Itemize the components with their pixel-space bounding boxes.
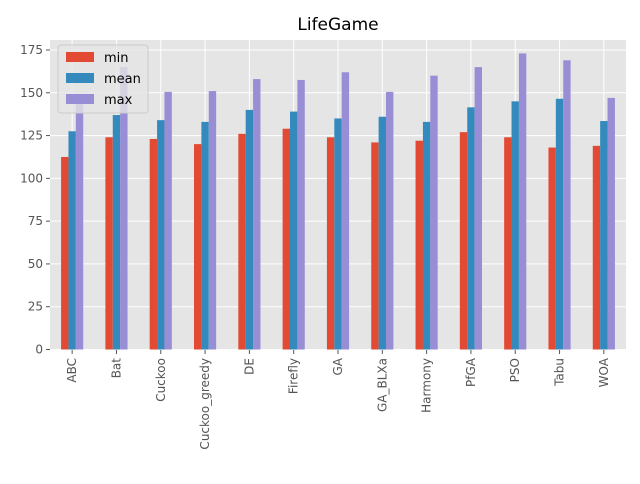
y-tick-label: 75	[28, 214, 43, 228]
legend-label-max: max	[104, 93, 133, 108]
bar-max-GA_BLXa	[386, 91, 394, 350]
x-tick-label: DE	[242, 358, 256, 375]
bar-max-PfGA	[474, 67, 482, 350]
legend-swatch-min	[66, 52, 94, 62]
bar-min-Cuckoo_greedy	[194, 144, 202, 350]
bar-min-Firefly	[282, 128, 290, 350]
bar-max-PSO	[518, 53, 527, 350]
bar-mean-WOA	[600, 121, 608, 350]
x-tick-label: ABC	[65, 358, 79, 383]
x-tick-label: PSO	[508, 358, 522, 382]
x-tick-label: Harmony	[420, 358, 434, 413]
x-tick-label: Firefly	[287, 358, 301, 394]
bar-mean-PfGA	[467, 107, 475, 350]
bar-max-ABC	[75, 101, 84, 350]
y-tick-label: 0	[35, 343, 43, 357]
legend-swatch-mean	[66, 73, 94, 83]
x-tick-label: Tabu	[553, 358, 567, 387]
legend-swatch-max	[66, 94, 94, 104]
bar-mean-PSO	[511, 101, 519, 350]
x-axis: ABC Bat Cuckoo Cuckoo_greedy DE Firefly GA GA_B…	[65, 350, 611, 450]
bar-max-WOA	[607, 97, 615, 350]
bar-min-PSO	[504, 137, 512, 350]
x-tick-label: GA_BLXa	[375, 358, 389, 412]
y-tick-label: 50	[28, 257, 43, 271]
bar-min-Cuckoo	[149, 138, 158, 350]
bar-max-Cuckoo	[164, 91, 172, 350]
bar-max-Bat	[120, 67, 128, 350]
bar-min-PfGA	[459, 132, 468, 350]
bar-mean-Harmony	[422, 121, 431, 350]
bar-min-Tabu	[548, 147, 556, 350]
x-tick-label: GA	[331, 357, 345, 375]
bar-max-GA	[341, 72, 350, 350]
x-tick-label: Bat	[109, 358, 123, 379]
bar-mean-Firefly	[290, 111, 298, 350]
bar-min-GA_BLXa	[371, 142, 379, 350]
bar-min-GA	[326, 137, 335, 350]
bar-mean-DE	[245, 109, 254, 350]
x-tick-label: WOA	[597, 357, 611, 387]
y-tick-label: 25	[28, 300, 43, 314]
y-axis: 0 25 50 75 100 125 150 175	[20, 43, 50, 357]
bar-min-DE	[238, 133, 246, 350]
legend-label-min: min	[104, 51, 129, 66]
bar-min-Bat	[105, 137, 113, 350]
bar-mean-Tabu	[555, 98, 564, 350]
bar-max-DE	[253, 79, 261, 350]
bar-min-WOA	[592, 145, 601, 350]
bar-mean-Bat	[112, 115, 121, 350]
y-tick-label: 100	[20, 171, 43, 185]
y-tick-label: 150	[20, 86, 43, 100]
bar-mean-Cuckoo	[157, 120, 165, 350]
bar-min-Harmony	[415, 140, 423, 350]
y-tick-label: 125	[20, 129, 43, 143]
bar-mean-Cuckoo_greedy	[201, 121, 209, 350]
bar-min-ABC	[61, 156, 69, 350]
x-tick-label: Cuckoo_greedy	[198, 358, 212, 450]
x-tick-label: PfGA	[464, 357, 478, 387]
legend-label-mean: mean	[104, 72, 141, 87]
legend: min mean max	[57, 44, 149, 114]
y-tick-label: 175	[20, 43, 43, 57]
bar-max-Harmony	[430, 75, 438, 350]
bar-mean-ABC	[68, 131, 76, 350]
bar-max-Cuckoo_greedy	[208, 91, 217, 350]
bars	[61, 53, 615, 350]
bar-mean-GA	[334, 118, 342, 350]
bar-mean-GA_BLXa	[378, 116, 386, 350]
bar-max-Tabu	[563, 60, 571, 350]
chart-title: LifeGame	[297, 15, 378, 35]
x-tick-label: Cuckoo	[154, 358, 168, 402]
bar-max-Firefly	[297, 79, 305, 350]
